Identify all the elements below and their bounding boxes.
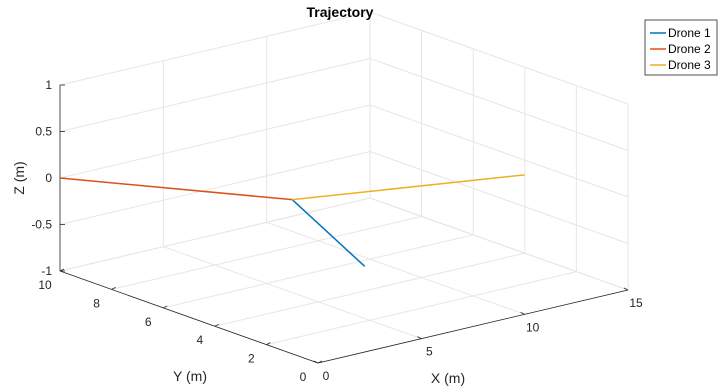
x-tick-label: 10 <box>526 320 540 334</box>
z-tick-label: 0 <box>45 171 52 185</box>
y-tick-mark <box>111 287 116 290</box>
y-tick-label: 6 <box>145 315 152 329</box>
grid-line-z <box>59 57 629 151</box>
legend-box <box>644 19 718 76</box>
grid-line-y <box>163 48 474 309</box>
legend-label-drone-2: Drone 2 <box>668 42 711 56</box>
legend-label-drone-1: Drone 1 <box>668 26 711 40</box>
x-tick-label: 5 <box>426 345 433 359</box>
y-tick-mark <box>214 323 219 327</box>
y-tick-label: 8 <box>93 296 100 310</box>
y-tick-label: 10 <box>38 278 52 292</box>
chart-title: Trajectory <box>307 4 374 20</box>
z-axis-label: Z (m) <box>11 161 27 194</box>
x-tick-mark <box>417 336 422 340</box>
y-tick-label: 2 <box>248 352 255 366</box>
y-tick-mark <box>317 360 323 364</box>
z-tick-label: -0.5 <box>31 218 52 232</box>
grid-line-x <box>266 36 525 315</box>
x-tick-mark <box>520 311 525 315</box>
y-tick-mark <box>163 305 168 309</box>
legend: Drone 1 Drone 2 Drone 3 <box>644 19 718 76</box>
x-tick-mark <box>313 360 319 364</box>
x-axis-label: X (m) <box>431 370 465 386</box>
y-tick-label: 0 <box>300 370 307 384</box>
x-tick-label: 15 <box>629 296 643 310</box>
y-axis-line <box>59 270 319 364</box>
x-tick-mark <box>623 287 629 291</box>
y-tick-label: 4 <box>196 333 203 347</box>
series-layer <box>59 174 525 267</box>
y-tick-mark <box>266 342 271 345</box>
y-axis-label: Y (m) <box>173 368 207 384</box>
grid-line-z <box>59 11 629 105</box>
x-axis-line <box>317 289 629 364</box>
legend-label-drone-3: Drone 3 <box>668 58 711 72</box>
grid-line-z <box>59 104 629 198</box>
z-tick-label: 1 <box>45 78 52 92</box>
series-line-drone-1 <box>291 199 366 267</box>
z-tick-label: -1 <box>41 264 52 278</box>
series-line-drone-3 <box>292 174 525 201</box>
x-tick-label: 0 <box>323 369 330 383</box>
grid-line-z <box>59 197 629 291</box>
z-tick-label: 0.5 <box>35 125 52 139</box>
series-line-drone-2 <box>59 177 293 201</box>
grid-line-z <box>59 150 629 244</box>
